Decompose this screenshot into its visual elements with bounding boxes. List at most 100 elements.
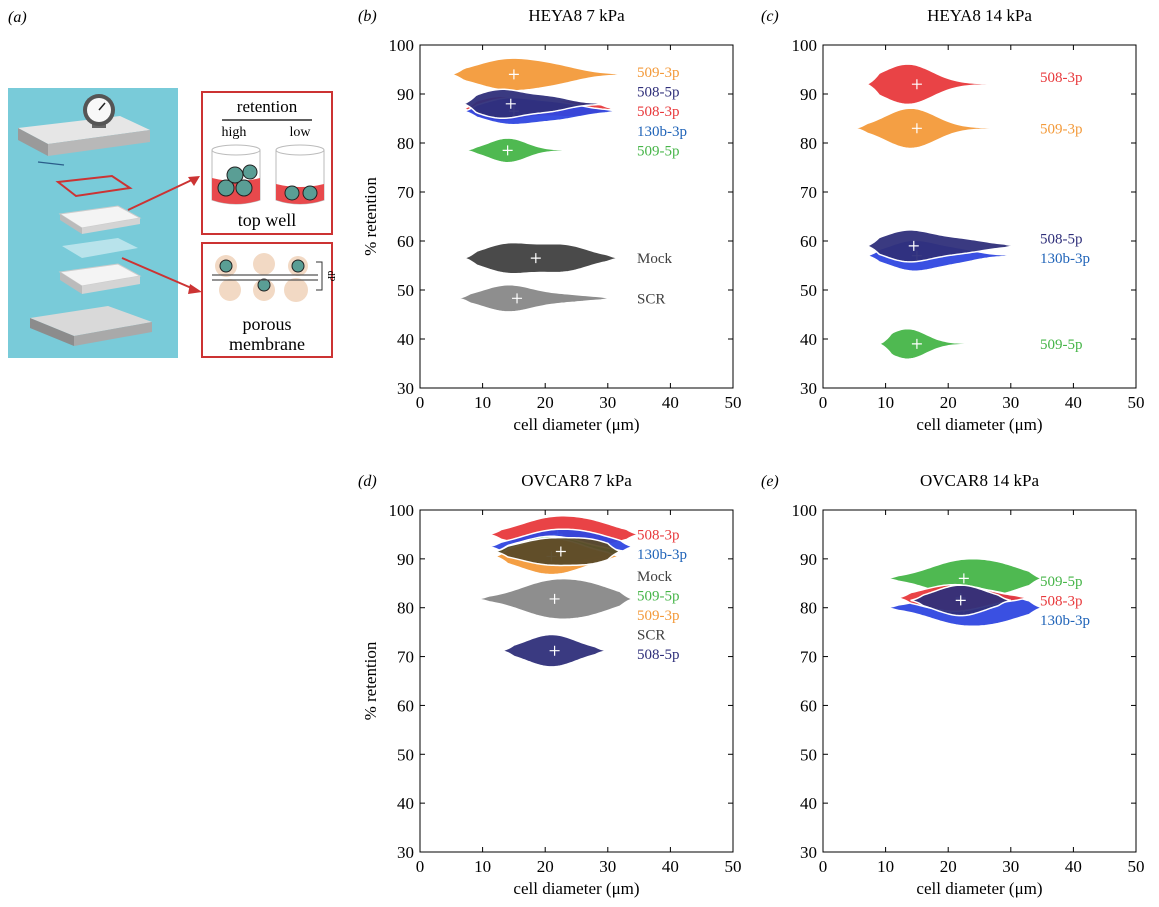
mean-marker-508-5p [549, 645, 560, 656]
x-tick-label: 40 [662, 393, 679, 412]
y-tick-label: 60 [397, 696, 414, 715]
top-well-box [201, 91, 333, 235]
violin-509-3p [492, 537, 621, 576]
x-axis-label: cell diameter (μm) [916, 415, 1042, 434]
violin-mock [492, 536, 623, 567]
y-tick-label: 90 [800, 85, 817, 104]
mean-marker-508-5p [908, 240, 919, 251]
y-tick-label: 90 [397, 550, 414, 569]
violin-130b-3p [461, 96, 621, 126]
violin-509-5p [885, 557, 1045, 599]
violin-mock [461, 241, 621, 275]
series-label-509-5p: 509-5p [637, 589, 680, 605]
series-label-509-3p: 509-3p [637, 608, 680, 624]
mean-marker-509-3p [911, 123, 922, 134]
violin-508-5p [501, 633, 608, 668]
violin-509-3p [448, 57, 627, 92]
violin-508-5p [461, 88, 608, 120]
violin-508-3p [865, 63, 1018, 106]
x-tick-label: 30 [599, 393, 616, 412]
y-tick-label: 30 [800, 843, 817, 862]
y-tick-label: 40 [800, 330, 817, 349]
series-label-scr: SCR [637, 291, 665, 307]
y-tick-label: 80 [800, 134, 817, 153]
y-tick-label: 90 [397, 85, 414, 104]
y-tick-label: 60 [397, 232, 414, 251]
x-tick-label: 40 [1065, 393, 1082, 412]
violin-scr [457, 283, 615, 313]
violin-508-3p [488, 515, 640, 554]
violin-130b-3p [864, 239, 1018, 272]
panel-label: (d) [358, 473, 377, 490]
x-tick-label: 20 [940, 393, 957, 412]
chart-title: HEYA8 7 kPa [528, 6, 625, 25]
x-axis-label: cell diameter (μm) [916, 879, 1042, 898]
violin-130b-3p [488, 528, 636, 565]
x-tick-label: 50 [725, 393, 742, 412]
series-label-130b-3p: 130b-3p [1040, 613, 1090, 629]
low-label: low [290, 125, 312, 140]
mean-marker-130b-3p [552, 541, 563, 552]
plot-frame [419, 44, 734, 389]
y-tick-label: 100 [389, 36, 415, 55]
series-label-509-5p: 509-5p [1040, 337, 1083, 353]
x-tick-label: 30 [1002, 393, 1019, 412]
y-tick-label: 60 [800, 232, 817, 251]
y-tick-label: 100 [792, 501, 818, 520]
y-tick-label: 50 [397, 281, 414, 300]
x-tick-label: 40 [662, 857, 679, 876]
porous-label: porous [243, 314, 292, 334]
x-axis-label: cell diameter (μm) [513, 415, 639, 434]
series-label-509-5p: 509-5p [1040, 574, 1083, 590]
mean-marker-508-5p [955, 595, 966, 606]
y-tick-label: 40 [397, 330, 414, 349]
y-tick-label: 80 [800, 599, 817, 618]
membrane-cells-icon [212, 253, 323, 302]
mean-marker-509-3p [546, 551, 557, 562]
panel-label: (c) [761, 8, 779, 25]
mean-marker-509-3p [508, 69, 519, 80]
y-tick-label: 30 [800, 379, 817, 398]
well-plate-top [58, 205, 142, 234]
mean-marker-scr [549, 593, 560, 604]
violin-509-5p [492, 535, 627, 568]
violin-508-3p [895, 583, 1030, 612]
mean-marker-509-5p [911, 338, 922, 349]
series-label-mock: Mock [637, 251, 672, 267]
y-axis-label: % retention [361, 177, 380, 256]
x-tick-label: 30 [599, 857, 616, 876]
gasket-outline [55, 174, 133, 198]
x-tick-label: 0 [416, 393, 425, 412]
mean-marker-508-3p [955, 592, 966, 603]
pressure-plate-bottom [30, 306, 152, 346]
y-tick-label: 30 [397, 843, 414, 862]
mean-marker-508-5p [505, 98, 516, 109]
x-tick-label: 20 [537, 857, 554, 876]
x-tick-label: 0 [819, 393, 828, 412]
y-tick-label: 50 [800, 745, 817, 764]
y-tick-label: 70 [800, 648, 817, 667]
mean-marker-mock [530, 253, 541, 264]
violin-group [854, 63, 1018, 360]
violin-508-5p [864, 229, 1018, 263]
y-tick-label: 80 [397, 599, 414, 618]
mean-marker-509-5p [958, 573, 969, 584]
mean-marker-mock [555, 546, 566, 557]
dp-label: dP [325, 271, 336, 282]
mean-marker-508-3p [911, 79, 922, 90]
violin-group [448, 57, 627, 313]
mean-marker-scr [512, 293, 523, 304]
inlet-tube [37, 161, 65, 166]
y-tick-label: 90 [800, 550, 817, 569]
x-tick-label: 20 [940, 857, 957, 876]
y-tick-label: 40 [397, 794, 414, 813]
high-label: high [222, 125, 247, 140]
mean-marker-130b-3p [508, 106, 519, 117]
violin-509-5p [463, 137, 596, 164]
y-tick-label: 100 [792, 36, 818, 55]
series-label-508-3p: 508-3p [1040, 70, 1083, 86]
x-tick-label: 50 [1128, 857, 1145, 876]
y-tick-label: 80 [397, 134, 414, 153]
y-tick-label: 50 [397, 745, 414, 764]
x-tick-label: 30 [1002, 857, 1019, 876]
